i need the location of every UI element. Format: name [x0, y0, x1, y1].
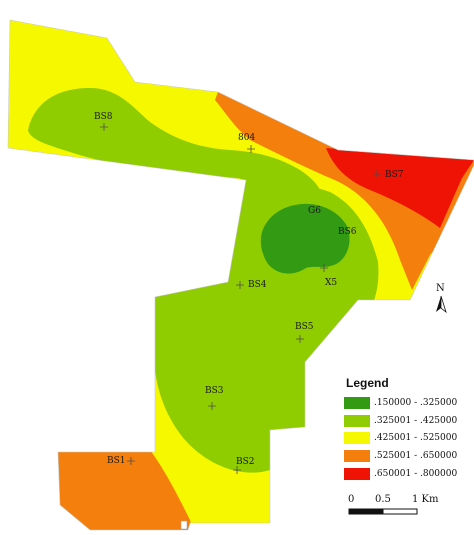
site-label-804: 804	[238, 133, 255, 143]
site-label-bs1: BS1	[107, 456, 126, 466]
scale-label-half: 0.5	[375, 494, 391, 505]
legend-item: .525001 - .650000	[344, 449, 472, 463]
site-label-bs5: BS5	[295, 322, 314, 332]
site-bs2: BS2	[233, 457, 255, 474]
north-arrow-icon	[436, 296, 441, 312]
legend-item: .650001 - .800000	[344, 467, 472, 481]
zone-class1	[260, 203, 350, 274]
site-bs1: BS1	[107, 456, 135, 466]
scale-bar: 0 0.5 1 Km	[348, 494, 468, 520]
boundary-notch	[180, 520, 188, 530]
site-label-bs4: BS4	[248, 280, 267, 290]
legend-swatch	[344, 450, 370, 463]
scale-bar-graphic	[348, 508, 418, 515]
sampling-sites: BS8 804 BS7 G6 BS6 X5 BS4 BS5	[94, 112, 404, 474]
scale-label-end: 1 Km	[412, 494, 439, 505]
legend-label: .425001 - .525000	[374, 433, 458, 444]
site-bs3: BS3	[205, 386, 224, 410]
zone-class4-ne	[215, 92, 474, 290]
legend-swatch	[344, 432, 370, 445]
zone-class2-north	[28, 88, 322, 195]
site-label-bs8: BS8	[94, 112, 113, 122]
legend-label: .650001 - .800000	[374, 468, 458, 479]
zone-class4-sw	[50, 450, 195, 530]
legend-label: .525001 - .650000	[374, 451, 458, 462]
site-label-bs3: BS3	[205, 386, 224, 396]
legend-title: Legend	[346, 376, 389, 390]
site-label-bs2: BS2	[236, 457, 255, 467]
site-g6: G6	[308, 206, 321, 216]
study-area-outline	[7, 19, 474, 531]
site-bs5: BS5	[295, 322, 314, 343]
site-bs4: BS4	[236, 280, 267, 290]
north-arrow: N	[436, 283, 447, 314]
scale-label-0: 0	[348, 494, 355, 505]
legend-label: .325001 - .425000	[374, 415, 458, 426]
site-label-bs7: BS7	[385, 170, 404, 180]
site-label-x5: X5	[325, 278, 337, 288]
site-x5: X5	[320, 264, 337, 288]
legend-item: .150000 - .325000	[344, 396, 472, 410]
legend-item: .325001 - .425000	[344, 414, 472, 428]
legend-label: .150000 - .325000	[374, 398, 458, 408]
legend-item: .425001 - .525000	[344, 431, 472, 445]
site-bs7: BS7	[373, 170, 404, 180]
legend-swatch	[344, 414, 370, 427]
site-label-bs6: BS6	[338, 227, 357, 237]
legend: Legend .150000 - .325000 .325001 - .4250…	[344, 376, 472, 484]
legend-swatch	[344, 397, 370, 409]
legend-swatch	[344, 467, 370, 480]
site-804: 804	[238, 133, 255, 153]
site-bs6: BS6	[338, 227, 357, 237]
site-bs8: BS8	[94, 112, 113, 131]
zone-class5	[326, 148, 474, 228]
site-label-g6: G6	[308, 206, 321, 216]
north-arrow-label: N	[436, 283, 445, 294]
